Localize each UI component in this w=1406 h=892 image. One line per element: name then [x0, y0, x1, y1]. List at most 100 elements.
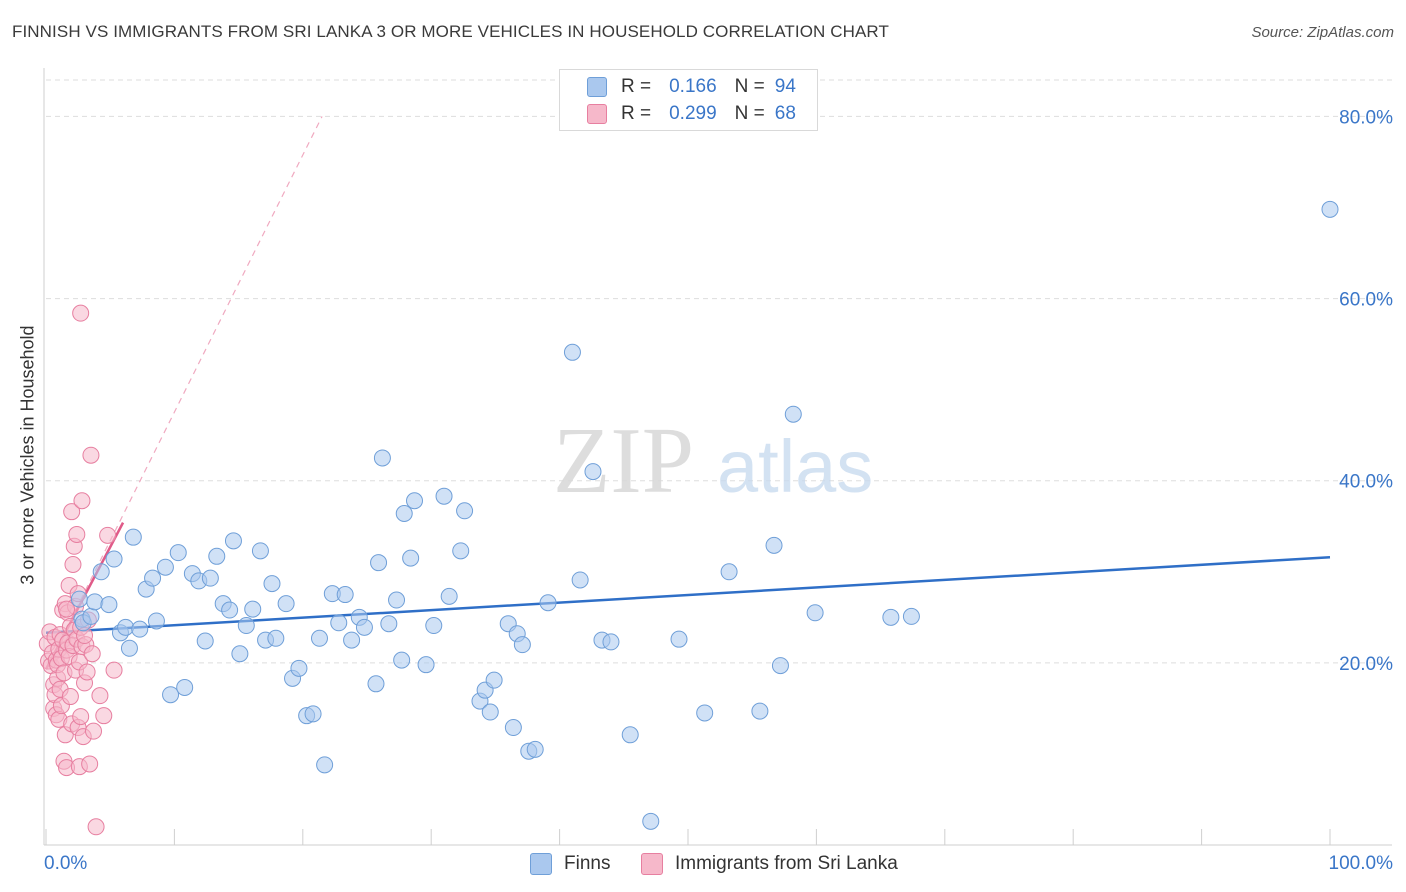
finns-point [435, 487, 453, 505]
chart-title: FINNISH VS IMMIGRANTS FROM SRI LANKA 3 O… [12, 22, 889, 41]
finns-point [539, 594, 557, 612]
finns-point [316, 756, 334, 774]
finns-point [100, 596, 118, 614]
finns-point [120, 639, 138, 657]
finns-point [373, 449, 391, 467]
srilanka-point [81, 755, 99, 773]
finns-point [231, 645, 249, 663]
finns-legend-swatch-icon [530, 853, 552, 875]
r-label: R = [621, 76, 652, 97]
finns-point [771, 657, 789, 675]
srilanka-point [72, 708, 90, 726]
srilanka-point [91, 687, 109, 705]
finns-point [343, 631, 361, 649]
finns-point [526, 740, 544, 758]
finns-point [277, 595, 295, 613]
finns-point [584, 463, 602, 481]
finns-point [720, 563, 738, 581]
x-tick-label-max: 100.0% [1329, 853, 1394, 874]
srilanka-point [105, 661, 123, 679]
finns-point [267, 629, 285, 647]
finns-point [304, 705, 322, 723]
finns-point [224, 532, 242, 550]
finns-point [310, 629, 328, 647]
finns-point [176, 678, 194, 696]
finns-point [336, 586, 354, 604]
finns-point [380, 615, 398, 633]
legend-finns-label: Finns [564, 853, 611, 874]
legend-row-finns: R = 0.166 N = 94 [587, 74, 796, 100]
finns-point [456, 502, 474, 520]
finns-point [147, 612, 165, 630]
finns-point [393, 651, 411, 669]
finns-point [124, 528, 142, 546]
legend-row-srilanka: R = 0.299 N = 68 [587, 101, 796, 127]
r-value: 0.299 [669, 103, 717, 124]
source-credit: Source: ZipAtlas.com [1251, 24, 1394, 41]
legend-item-finns: Finns [530, 852, 610, 876]
finns-point [367, 675, 385, 693]
finns-swatch-icon [587, 77, 607, 97]
correlation-legend: R = 0.166 N = 94 R = 0.299 N = 68 [559, 69, 818, 131]
finns-point [571, 571, 589, 589]
finns-point [425, 617, 443, 635]
srilanka-point [58, 600, 76, 618]
finns-point [290, 659, 308, 677]
finns-point [406, 492, 424, 510]
finns-point [485, 671, 503, 689]
srilanka-point [68, 525, 86, 543]
finns-point [169, 544, 187, 562]
srilanka-point [61, 688, 79, 706]
r-label: R = [621, 103, 652, 124]
finns-point [70, 590, 88, 608]
finns-point [244, 600, 262, 618]
finns-point [388, 591, 406, 609]
finns-point [251, 542, 269, 560]
finns-point [696, 704, 714, 722]
finns-point [221, 601, 239, 619]
finns-point [402, 549, 420, 567]
finns-point [751, 702, 769, 720]
srilanka-point [64, 556, 82, 573]
finns-point [162, 686, 180, 704]
finns-point [504, 719, 522, 737]
finns-point [784, 405, 802, 423]
legend-item-srilanka: Immigrants from Sri Lanka [641, 852, 898, 876]
srilanka-legend-swatch-icon [641, 853, 663, 875]
srilanka-point [95, 707, 113, 725]
x-tick-label-min: 0.0% [44, 853, 87, 874]
finns-point [92, 563, 110, 581]
finns-point [263, 575, 281, 593]
watermark-zip: ZIP [553, 409, 694, 513]
srilanka-point [83, 645, 101, 663]
srilanka-point [72, 304, 90, 322]
srilanka-point [82, 446, 100, 464]
finns-point [237, 617, 255, 635]
finns-point [765, 536, 783, 554]
y-tick-label: 20.0% [1339, 654, 1393, 675]
y-tick-label: 80.0% [1339, 107, 1393, 128]
finns-point [131, 620, 149, 638]
finns-point [621, 726, 639, 744]
finns-point [156, 558, 174, 576]
srilanka-point [99, 526, 117, 544]
srilanka-trend-extension [45, 116, 323, 670]
finns-point [201, 569, 219, 587]
finns-point [481, 703, 499, 721]
r-value: 0.166 [669, 76, 717, 97]
finns-point [882, 608, 900, 626]
finns-point [417, 656, 435, 674]
srilanka-point [85, 722, 103, 740]
finns-point [440, 587, 458, 605]
finns-point [105, 550, 123, 568]
y-axis-label: 3 or more Vehicles in Household [17, 325, 38, 585]
finns-point [82, 607, 100, 625]
legend-srilanka-label: Immigrants from Sri Lanka [675, 853, 898, 874]
finns-point [642, 812, 660, 830]
finns-point [670, 630, 688, 648]
finns-point [196, 632, 214, 650]
finns-point [602, 633, 620, 651]
n-value: 94 [774, 76, 796, 97]
n-label: N = [734, 103, 765, 124]
